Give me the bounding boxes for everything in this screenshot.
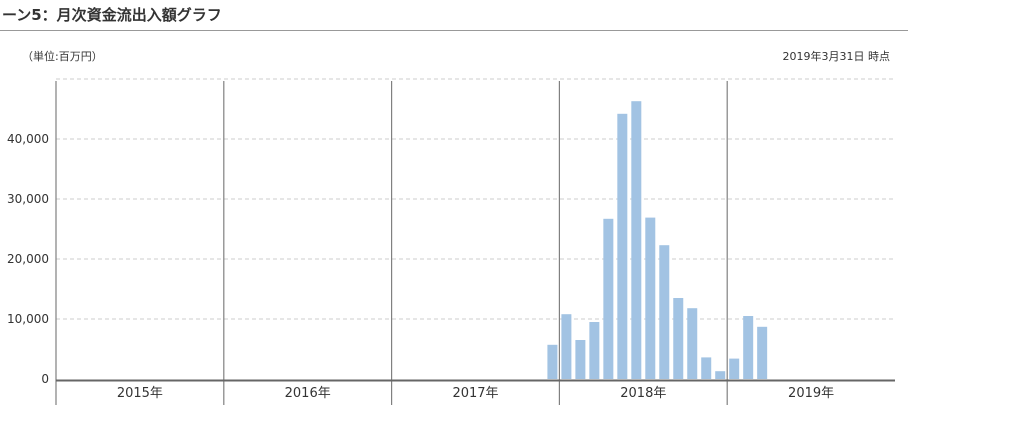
bar — [701, 357, 712, 379]
y-tick-label: 30,000 — [7, 192, 49, 206]
bar — [561, 314, 572, 379]
x-year-label: 2018年 — [620, 386, 666, 401]
bar — [729, 358, 740, 379]
as-of-date-label: 2019年3月31日 時点 — [782, 50, 891, 63]
y-tick-label: 20,000 — [7, 252, 49, 266]
bar — [575, 340, 586, 379]
bar — [645, 217, 656, 379]
chart-container: 0 10,000 20,000 30,000 40,000 2015年 2016年 2017年… — [0, 60, 910, 420]
bar — [589, 322, 600, 379]
bar — [757, 326, 768, 379]
bar — [673, 298, 684, 379]
y-tick-label: 40,000 — [7, 132, 49, 146]
y-tick-label: 0 — [41, 372, 49, 386]
y-tick-label: 10,000 — [7, 312, 49, 326]
bar — [743, 316, 754, 379]
x-year-label: 2019年 — [788, 386, 834, 401]
x-year-label: 2016年 — [285, 386, 331, 401]
x-year-label: 2017年 — [452, 386, 498, 401]
bar — [631, 101, 642, 379]
bar — [687, 308, 698, 379]
bar — [715, 371, 726, 379]
bar-chart: 0 10,000 20,000 30,000 40,000 2015年 2016年 2017年… — [7, 78, 895, 405]
bar — [547, 344, 558, 379]
bar — [617, 113, 628, 380]
page-header: ーン5：月次資金流出入額グラフ — [0, 0, 908, 31]
bar — [659, 245, 670, 379]
page-title: ーン5：月次資金流出入額グラフ — [2, 6, 222, 24]
unit-label: （単位:百万円） — [22, 50, 103, 63]
bar — [603, 218, 614, 379]
x-year-label: 2015年 — [117, 386, 163, 401]
